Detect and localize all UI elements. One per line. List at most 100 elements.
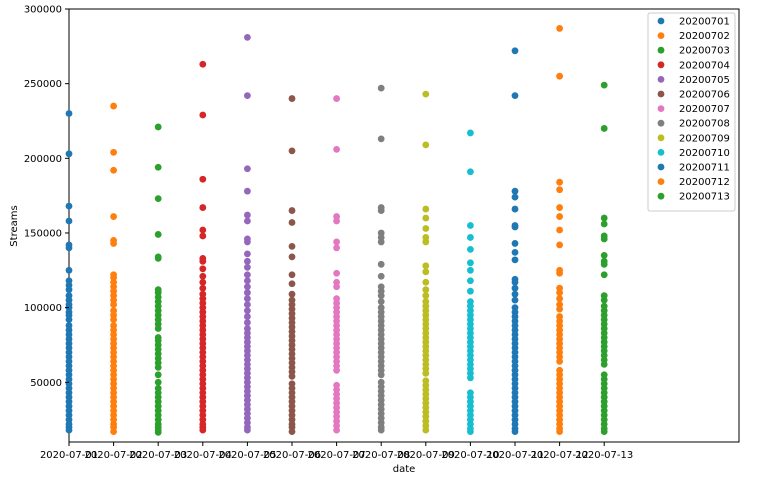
data-point — [244, 33, 251, 41]
data-point — [600, 214, 608, 222]
data-point — [600, 81, 608, 89]
data-point — [511, 223, 519, 231]
data-point — [467, 277, 474, 285]
x-tick-label: 2020-07-06 — [263, 450, 321, 461]
data-point — [511, 240, 519, 247]
data-point — [110, 148, 117, 156]
data-point — [199, 426, 207, 434]
y-axis: 50000 100000 150000 200000 250000 300000 — [24, 5, 69, 389]
data-point — [110, 428, 117, 435]
data-point — [556, 241, 563, 249]
data-point — [199, 232, 207, 240]
data-point — [244, 295, 251, 303]
legend-marker — [657, 178, 665, 186]
data-point — [65, 286, 73, 294]
legend-marker — [657, 105, 665, 112]
data-point — [244, 271, 251, 279]
data-point — [467, 287, 474, 295]
x-axis: 2020-07-012020-07-022020-07-032020-07-04… — [40, 442, 633, 461]
x-tick-label: 2020-07-04 — [174, 450, 232, 461]
data-point — [556, 289, 563, 297]
data-point — [556, 72, 563, 80]
data-point — [377, 272, 385, 280]
data-point — [511, 290, 519, 298]
data-point — [333, 426, 340, 434]
data-point — [65, 244, 73, 252]
data-point — [154, 363, 162, 371]
data-point — [288, 207, 296, 214]
data-point — [377, 426, 385, 434]
data-point — [244, 250, 251, 258]
data-point — [422, 426, 430, 434]
data-point — [110, 240, 117, 247]
data-point — [511, 284, 519, 292]
legend-marker — [657, 76, 665, 83]
data-point — [333, 244, 340, 252]
data-point — [199, 257, 207, 265]
data-point — [600, 360, 608, 368]
x-tick-label: 2020-07-07 — [308, 450, 366, 461]
data-point — [422, 292, 430, 300]
data-point — [422, 238, 430, 246]
data-point — [467, 266, 474, 274]
data-point — [199, 284, 207, 292]
data-point — [154, 378, 162, 386]
data-point — [199, 265, 207, 273]
data-point — [511, 248, 519, 256]
data-point — [154, 123, 162, 131]
data-point — [65, 217, 73, 225]
data-point — [65, 202, 73, 210]
y-axis-label: Streams — [9, 205, 20, 246]
legend-box — [647, 12, 736, 212]
data-point — [199, 111, 207, 119]
legend-label: 20200704 — [679, 60, 730, 71]
y-tick-label: 100000 — [24, 303, 62, 314]
data-point — [288, 372, 296, 380]
data-point — [288, 147, 296, 155]
data-point — [422, 141, 430, 149]
data-point — [244, 165, 251, 173]
y-tick-label: 200000 — [24, 154, 62, 165]
x-tick-label: 2020-07-12 — [531, 450, 589, 461]
data-point — [244, 289, 251, 297]
legend-marker — [657, 163, 665, 171]
data-point — [556, 25, 563, 32]
data-point — [244, 263, 251, 271]
legend-marker — [657, 119, 665, 127]
data-point — [377, 371, 385, 379]
y-tick-label: 150000 — [24, 228, 62, 239]
data-point — [154, 371, 162, 379]
data-point — [422, 268, 430, 276]
data-point — [422, 278, 430, 286]
data-point — [288, 219, 296, 226]
data-point — [467, 259, 474, 267]
legend-marker — [657, 61, 665, 69]
legend-label: 20200702 — [679, 31, 730, 42]
legend-marker — [657, 32, 665, 39]
data-point — [422, 225, 430, 232]
data-point — [244, 277, 251, 285]
data-point — [288, 271, 296, 279]
data-point — [288, 428, 296, 435]
data-point — [556, 295, 563, 303]
data-point — [556, 226, 563, 234]
data-point — [244, 92, 251, 99]
data-point — [467, 168, 474, 176]
data-point — [422, 262, 430, 270]
data-point — [377, 207, 385, 214]
x-axis-label: date — [393, 464, 416, 475]
data-point — [288, 290, 296, 298]
x-tick-label: 2020-07-02 — [85, 450, 143, 461]
data-point — [511, 205, 519, 213]
data-point — [600, 271, 608, 279]
data-point — [244, 217, 251, 225]
legend-label: 20200708 — [679, 119, 730, 130]
data-point — [154, 195, 162, 203]
legend-marker — [657, 149, 665, 156]
data-point — [154, 231, 162, 238]
data-point — [556, 204, 563, 211]
data-point — [244, 238, 251, 246]
x-tick-label: 2020-07-09 — [397, 450, 455, 461]
data-point — [244, 211, 251, 219]
